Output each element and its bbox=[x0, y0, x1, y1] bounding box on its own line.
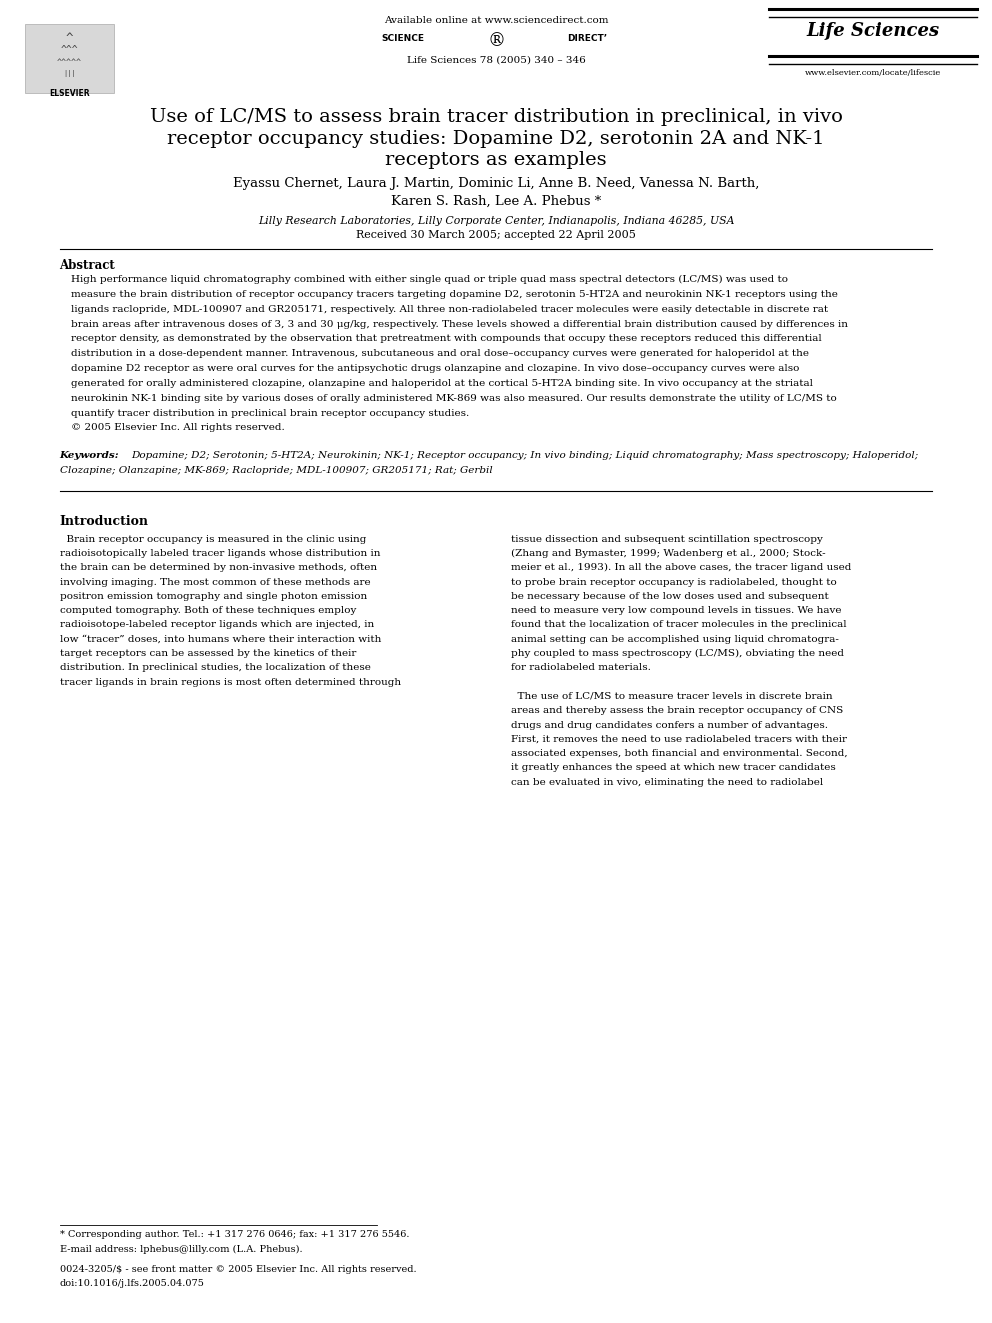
Text: meier et al., 1993). In all the above cases, the tracer ligand used: meier et al., 1993). In all the above ca… bbox=[511, 564, 851, 573]
Text: Introduction: Introduction bbox=[60, 515, 149, 528]
Text: tissue dissection and subsequent scintillation spectroscopy: tissue dissection and subsequent scintil… bbox=[511, 534, 822, 544]
Text: High performance liquid chromatography combined with either single quad or tripl: High performance liquid chromatography c… bbox=[71, 275, 789, 284]
Text: found that the localization of tracer molecules in the preclinical: found that the localization of tracer mo… bbox=[511, 620, 846, 630]
Text: Eyassu Chernet, Laura J. Martin, Dominic Li, Anne B. Need, Vanessa N. Barth,: Eyassu Chernet, Laura J. Martin, Dominic… bbox=[233, 177, 759, 191]
Text: Use of LC/MS to assess brain tracer distribution in preclinical, in vivo: Use of LC/MS to assess brain tracer dist… bbox=[150, 108, 842, 127]
Text: quantify tracer distribution in preclinical brain receptor occupancy studies.: quantify tracer distribution in preclini… bbox=[71, 409, 469, 418]
Text: Life Sciences: Life Sciences bbox=[806, 22, 939, 41]
Text: need to measure very low compound levels in tissues. We have: need to measure very low compound levels… bbox=[511, 606, 841, 615]
Text: Life Sciences 78 (2005) 340 – 346: Life Sciences 78 (2005) 340 – 346 bbox=[407, 56, 585, 65]
Text: radioisotope-labeled receptor ligands which are injected, in: radioisotope-labeled receptor ligands wh… bbox=[60, 620, 374, 630]
Text: Available online at www.sciencedirect.com: Available online at www.sciencedirect.co… bbox=[384, 16, 608, 25]
Text: radioisotopically labeled tracer ligands whose distribution in: radioisotopically labeled tracer ligands… bbox=[60, 549, 380, 558]
Text: ^^^^^: ^^^^^ bbox=[57, 58, 82, 67]
Text: SCIENCE: SCIENCE bbox=[382, 34, 425, 44]
Text: 0024-3205/$ - see front matter © 2005 Elsevier Inc. All rights reserved.: 0024-3205/$ - see front matter © 2005 El… bbox=[60, 1265, 417, 1274]
Text: receptors as examples: receptors as examples bbox=[385, 151, 607, 169]
Text: doi:10.1016/j.lfs.2005.04.075: doi:10.1016/j.lfs.2005.04.075 bbox=[60, 1279, 204, 1289]
Text: tracer ligands in brain regions is most often determined through: tracer ligands in brain regions is most … bbox=[60, 677, 401, 687]
Text: ligands raclopride, MDL-100907 and GR205171, respectively. All three non-radiola: ligands raclopride, MDL-100907 and GR205… bbox=[71, 304, 828, 314]
Text: Abstract: Abstract bbox=[60, 259, 115, 273]
Text: ®: ® bbox=[487, 32, 505, 50]
Text: be necessary because of the low doses used and subsequent: be necessary because of the low doses us… bbox=[511, 591, 828, 601]
Text: The use of LC/MS to measure tracer levels in discrete brain: The use of LC/MS to measure tracer level… bbox=[511, 692, 832, 701]
Text: associated expenses, both financial and environmental. Second,: associated expenses, both financial and … bbox=[511, 749, 847, 758]
Text: © 2005 Elsevier Inc. All rights reserved.: © 2005 Elsevier Inc. All rights reserved… bbox=[71, 423, 285, 433]
Text: |||: ||| bbox=[63, 70, 75, 77]
Text: Received 30 March 2005; accepted 22 April 2005: Received 30 March 2005; accepted 22 Apri… bbox=[356, 230, 636, 241]
Text: drugs and drug candidates confers a number of advantages.: drugs and drug candidates confers a numb… bbox=[511, 721, 828, 729]
Text: ^: ^ bbox=[65, 32, 73, 45]
Text: receptor density, as demonstrated by the observation that pretreatment with comp: receptor density, as demonstrated by the… bbox=[71, 335, 822, 344]
Text: low “tracer” doses, into humans where their interaction with: low “tracer” doses, into humans where th… bbox=[60, 635, 381, 644]
Text: can be evaluated in vivo, eliminating the need to radiolabel: can be evaluated in vivo, eliminating th… bbox=[511, 778, 823, 787]
Text: target receptors can be assessed by the kinetics of their: target receptors can be assessed by the … bbox=[60, 650, 356, 658]
Text: phy coupled to mass spectroscopy (LC/MS), obviating the need: phy coupled to mass spectroscopy (LC/MS)… bbox=[511, 650, 844, 658]
Text: distribution in a dose-dependent manner. Intravenous, subcutaneous and oral dose: distribution in a dose-dependent manner.… bbox=[71, 349, 809, 359]
Text: Lilly Research Laboratories, Lilly Corporate Center, Indianapolis, Indiana 46285: Lilly Research Laboratories, Lilly Corpo… bbox=[258, 216, 734, 226]
Text: dopamine D2 receptor as were oral curves for the antipsychotic drugs olanzapine : dopamine D2 receptor as were oral curves… bbox=[71, 364, 800, 373]
Text: generated for orally administered clozapine, olanzapine and haloperidol at the c: generated for orally administered clozap… bbox=[71, 378, 813, 388]
Text: for radiolabeled materials.: for radiolabeled materials. bbox=[511, 663, 651, 672]
Text: Clozapine; Olanzapine; MK-869; Raclopride; MDL-100907; GR205171; Rat; Gerbil: Clozapine; Olanzapine; MK-869; Racloprid… bbox=[60, 466, 492, 475]
Text: computed tomography. Both of these techniques employ: computed tomography. Both of these techn… bbox=[60, 606, 356, 615]
Text: First, it removes the need to use radiolabeled tracers with their: First, it removes the need to use radiol… bbox=[511, 734, 847, 744]
Text: positron emission tomography and single photon emission: positron emission tomography and single … bbox=[60, 591, 367, 601]
Text: animal setting can be accomplished using liquid chromatogra-: animal setting can be accomplished using… bbox=[511, 635, 839, 644]
Text: to probe brain receptor occupancy is radiolabeled, thought to: to probe brain receptor occupancy is rad… bbox=[511, 578, 836, 586]
Text: Karen S. Rash, Lee A. Phebus *: Karen S. Rash, Lee A. Phebus * bbox=[391, 194, 601, 208]
Text: ^^^: ^^^ bbox=[61, 45, 78, 56]
Text: Dopamine; D2; Serotonin; 5-HT2A; Neurokinin; NK-1; Receptor occupancy; In vivo b: Dopamine; D2; Serotonin; 5-HT2A; Neuroki… bbox=[131, 451, 919, 460]
Text: Keywords:: Keywords: bbox=[60, 451, 119, 460]
Text: www.elsevier.com/locate/lifescie: www.elsevier.com/locate/lifescie bbox=[805, 69, 941, 77]
Text: areas and thereby assess the brain receptor occupancy of CNS: areas and thereby assess the brain recep… bbox=[511, 706, 843, 716]
Text: receptor occupancy studies: Dopamine D2, serotonin 2A and NK-1: receptor occupancy studies: Dopamine D2,… bbox=[168, 130, 824, 148]
Text: measure the brain distribution of receptor occupancy tracers targeting dopamine : measure the brain distribution of recept… bbox=[71, 290, 838, 299]
Text: E-mail address: lphebus@lilly.com (L.A. Phebus).: E-mail address: lphebus@lilly.com (L.A. … bbox=[60, 1245, 303, 1254]
Text: (Zhang and Bymaster, 1999; Wadenberg et al., 2000; Stock-: (Zhang and Bymaster, 1999; Wadenberg et … bbox=[511, 549, 825, 558]
Text: distribution. In preclinical studies, the localization of these: distribution. In preclinical studies, th… bbox=[60, 663, 370, 672]
Text: Brain receptor occupancy is measured in the clinic using: Brain receptor occupancy is measured in … bbox=[60, 534, 366, 544]
Text: involving imaging. The most common of these methods are: involving imaging. The most common of th… bbox=[60, 578, 370, 586]
Text: the brain can be determined by non-invasive methods, often: the brain can be determined by non-invas… bbox=[60, 564, 377, 573]
Text: brain areas after intravenous doses of 3, 3 and 30 μg/kg, respectively. These le: brain areas after intravenous doses of 3… bbox=[71, 320, 848, 328]
Text: it greatly enhances the speed at which new tracer candidates: it greatly enhances the speed at which n… bbox=[511, 763, 835, 773]
Text: ELSEVIER: ELSEVIER bbox=[50, 89, 89, 98]
Text: DIRECT’: DIRECT’ bbox=[567, 34, 607, 44]
Text: * Corresponding author. Tel.: +1 317 276 0646; fax: +1 317 276 5546.: * Corresponding author. Tel.: +1 317 276… bbox=[60, 1230, 409, 1240]
Text: neurokinin NK-1 binding site by various doses of orally administered MK-869 was : neurokinin NK-1 binding site by various … bbox=[71, 394, 837, 402]
Bar bbox=[25, 24, 114, 93]
